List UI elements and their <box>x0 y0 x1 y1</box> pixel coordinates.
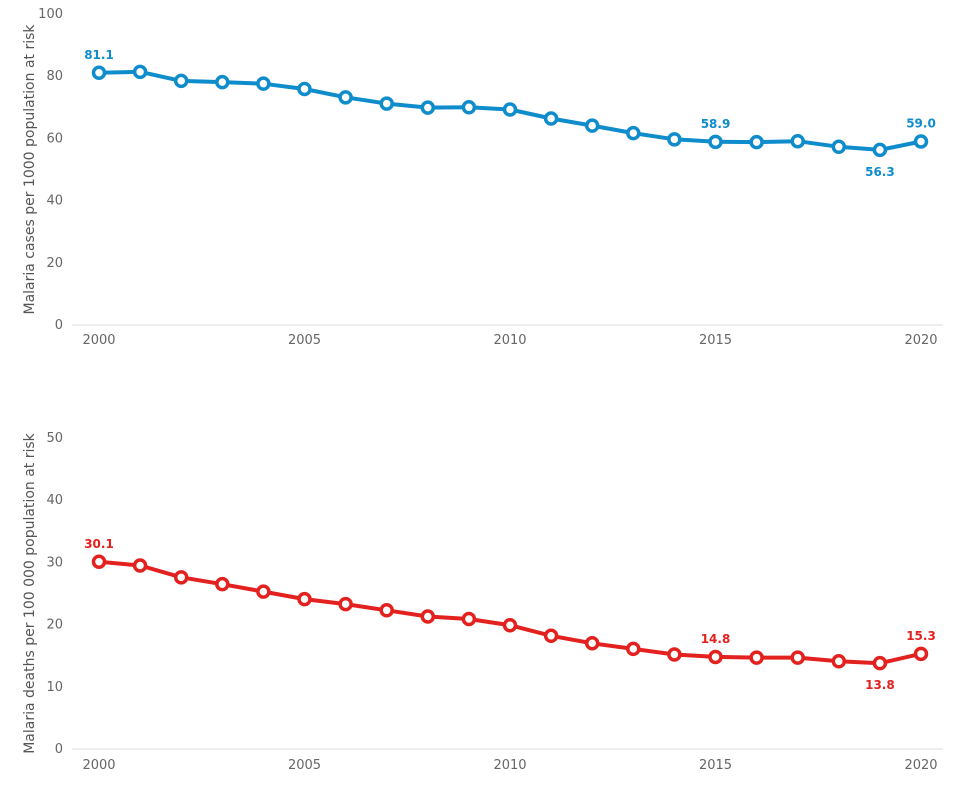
data-label: 59.0 <box>906 117 936 131</box>
y-tick-label: 10 <box>46 680 63 695</box>
y-tick-label: 100 <box>38 7 63 22</box>
chart-panel-1: 0 20 40 60 80 100 2000 2005 2010 2015 2020 Malaria … <box>22 7 943 348</box>
data-point <box>173 73 189 89</box>
data-label: 15.3 <box>906 629 936 643</box>
x-tick-label: 2015 <box>699 758 732 773</box>
y-tick-label: 60 <box>46 131 63 146</box>
data-point <box>461 611 477 627</box>
x-tick-label: 2005 <box>288 333 321 348</box>
data-point <box>790 650 805 665</box>
x-tick-label: 2020 <box>904 333 937 348</box>
data-point <box>543 111 559 126</box>
data-point <box>215 74 230 90</box>
data-point <box>831 654 847 669</box>
data-point <box>338 596 353 612</box>
y-tick-label: 0 <box>55 742 63 757</box>
data-point <box>379 603 394 618</box>
data-point <box>626 641 641 657</box>
data-point <box>256 584 271 599</box>
y-tick-label: 40 <box>46 194 63 209</box>
y-tick-label: 20 <box>46 618 63 633</box>
x-tick-label: 2000 <box>82 758 115 773</box>
data-point <box>132 558 148 573</box>
data-point <box>297 591 312 607</box>
x-tick-label: 2015 <box>699 333 732 348</box>
data-point <box>708 134 723 150</box>
data-point <box>667 647 682 662</box>
data-point <box>667 132 682 147</box>
x-tick-label: 2005 <box>288 758 321 773</box>
data-point <box>502 102 518 117</box>
y-axis-label: Malaria deaths per 100 000 population at… <box>22 432 38 753</box>
data-point <box>256 76 271 91</box>
y-tick-label: 20 <box>46 256 63 271</box>
data-point <box>379 96 394 111</box>
data-label: 14.8 <box>701 632 731 646</box>
data-point <box>913 646 929 662</box>
data-point <box>584 118 600 133</box>
data-point <box>91 554 107 570</box>
y-tick-label: 80 <box>46 69 63 84</box>
y-tick-label: 30 <box>46 555 63 570</box>
data-point <box>749 134 764 150</box>
data-label: 30.1 <box>84 537 114 551</box>
x-tick-label: 2000 <box>82 333 115 348</box>
data-point <box>831 139 847 155</box>
y-axis-label: Malaria cases per 1000 population at ris… <box>22 24 38 315</box>
data-point <box>626 125 641 141</box>
y-tick-label: 50 <box>46 431 63 446</box>
data-label: 58.9 <box>701 117 731 131</box>
data-label: 13.8 <box>865 678 895 692</box>
data-point <box>708 649 723 665</box>
x-tick-label: 2010 <box>493 758 526 773</box>
data-label: 56.3 <box>865 165 895 179</box>
data-point <box>749 650 764 665</box>
data-point <box>215 576 230 592</box>
chart-panel-2: 0 10 20 30 40 50 2000 2005 2010 2015 2020 Malaria d… <box>22 431 943 773</box>
data-point <box>132 64 148 80</box>
data-point <box>461 100 477 115</box>
data-point <box>173 570 189 585</box>
data-point <box>790 133 805 149</box>
data-point <box>420 609 436 624</box>
data-point <box>91 65 107 81</box>
data-point <box>502 617 518 633</box>
data-label: 81.1 <box>84 48 114 62</box>
data-point <box>297 81 312 97</box>
data-point <box>543 628 559 644</box>
data-point <box>913 134 929 149</box>
data-point <box>872 142 888 158</box>
data-point <box>872 655 888 671</box>
x-tick-label: 2010 <box>493 333 526 348</box>
x-tick-label: 2020 <box>904 758 937 773</box>
y-tick-label: 0 <box>55 318 63 333</box>
data-point <box>584 636 600 651</box>
data-point <box>420 100 436 115</box>
y-tick-label: 40 <box>46 493 63 508</box>
data-point <box>338 90 353 105</box>
